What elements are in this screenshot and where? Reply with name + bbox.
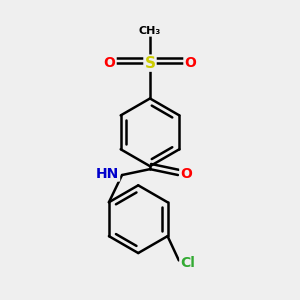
Text: Cl: Cl [180, 256, 195, 270]
Text: O: O [104, 56, 116, 70]
Text: O: O [184, 56, 196, 70]
Text: S: S [145, 56, 155, 70]
Text: O: O [180, 167, 192, 181]
Text: HN: HN [96, 167, 119, 181]
Text: CH₃: CH₃ [139, 26, 161, 36]
